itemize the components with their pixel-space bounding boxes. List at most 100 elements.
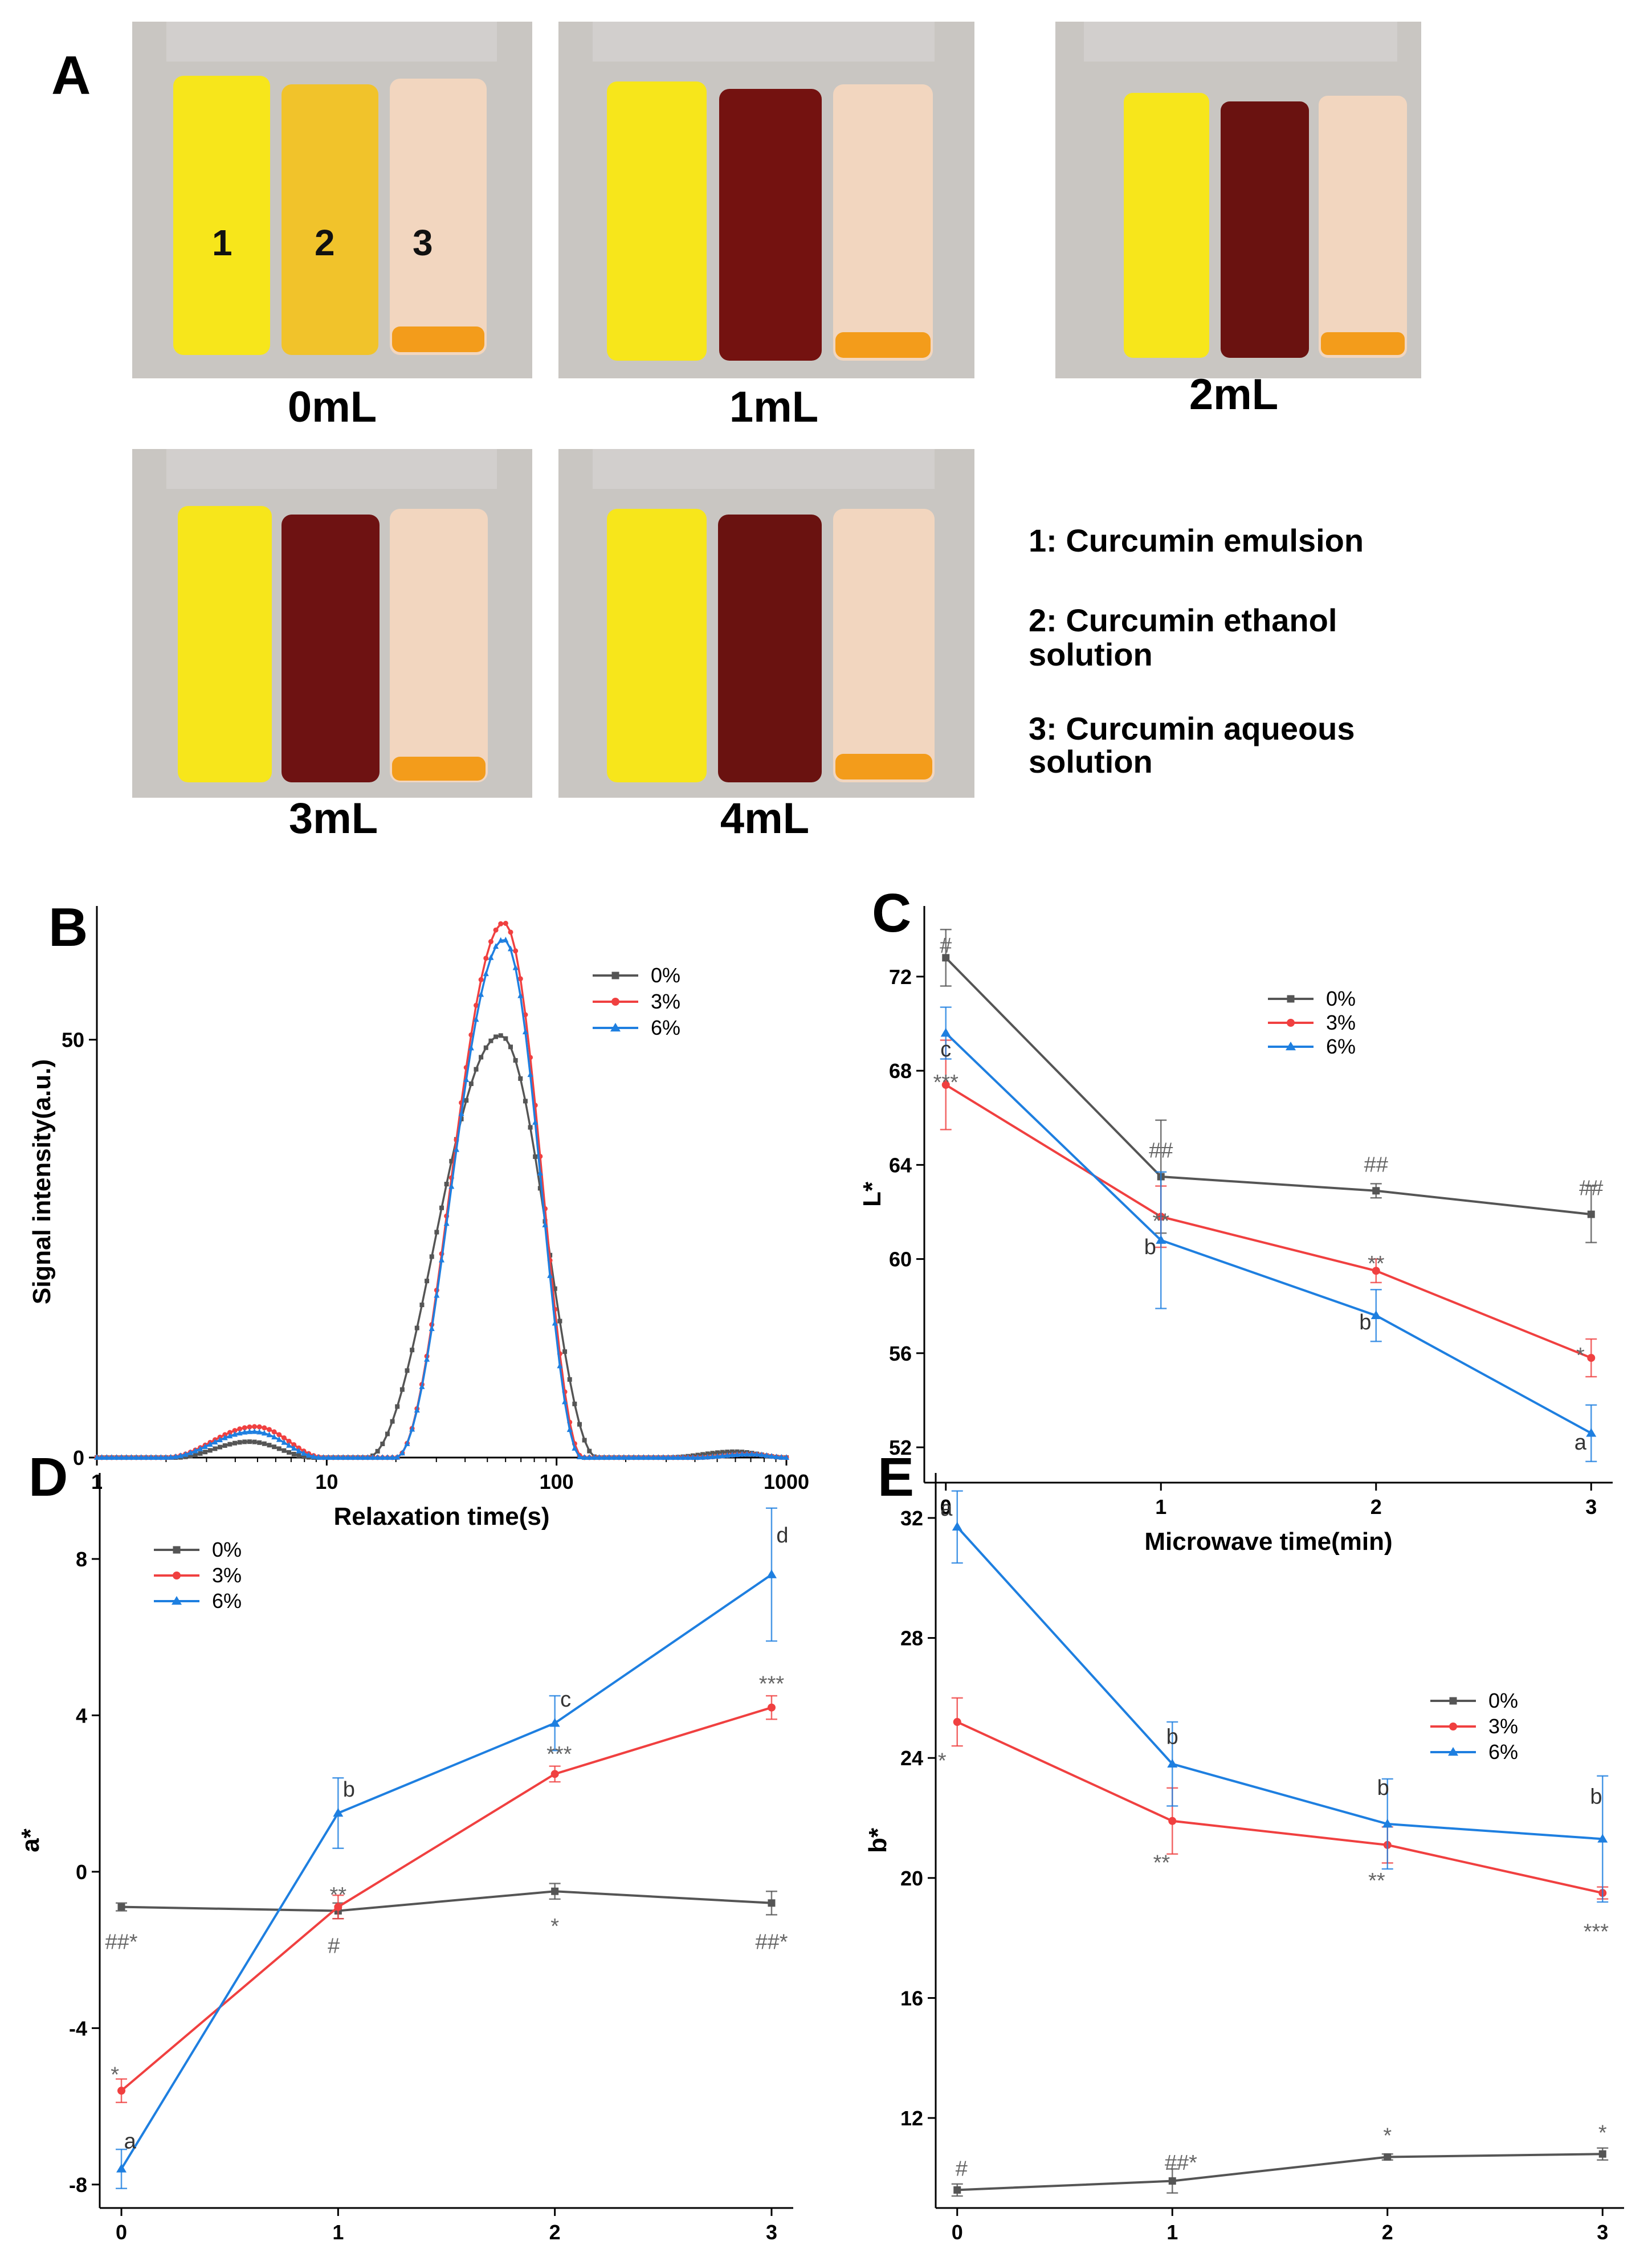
photo-0ml: 1 2 3	[132, 22, 532, 378]
series-line	[945, 1032, 1592, 1435]
data-point	[117, 1903, 125, 1911]
data-point	[729, 1451, 735, 1458]
data-point	[646, 1454, 651, 1460]
legend-label: 0%	[651, 964, 680, 987]
data-point	[385, 1431, 390, 1436]
data-point	[503, 921, 508, 926]
data-point	[474, 1067, 479, 1072]
legend-label: 3%	[651, 990, 680, 1013]
photo-2ml	[1055, 22, 1421, 378]
data-point	[198, 1451, 203, 1456]
data-point	[562, 1349, 568, 1354]
data-point	[941, 1080, 950, 1089]
series-3%	[940, 1039, 1597, 1378]
data-point	[394, 1454, 401, 1460]
sediment	[392, 757, 486, 781]
data-point	[606, 1454, 612, 1460]
significance-label: a	[1575, 1431, 1587, 1455]
y-tick-label: 16	[900, 1986, 923, 2010]
chart-c: 0 1 2 3 52 56 60 64 68 72 Microwave time(min) L* # c *…	[858, 906, 1613, 1556]
data-point	[409, 1426, 415, 1432]
significance-label: a	[940, 1497, 953, 1521]
data-point	[434, 1292, 440, 1298]
tube-2	[719, 89, 822, 361]
significance-label: **	[1368, 1252, 1385, 1276]
data-point	[94, 1454, 100, 1460]
data-point	[572, 1444, 578, 1451]
data-point	[744, 1451, 750, 1457]
data-point	[479, 1055, 484, 1060]
data-point	[345, 1454, 351, 1460]
significance-label: b	[1377, 1776, 1389, 1800]
series-0%	[116, 1883, 777, 1920]
data-point	[320, 1454, 327, 1460]
data-point	[488, 1038, 493, 1043]
data-point	[601, 1454, 607, 1460]
data-point	[262, 1441, 267, 1446]
tube-2	[282, 84, 378, 355]
data-point	[764, 1452, 770, 1458]
data-point	[360, 1454, 366, 1460]
data-point	[227, 1442, 232, 1447]
data-point	[355, 1454, 361, 1460]
tube-legend-3-cont: solution	[1029, 744, 1153, 779]
photo-4ml	[558, 449, 974, 798]
tube-3	[1319, 96, 1407, 358]
data-point	[232, 1440, 237, 1446]
data-point	[207, 1448, 213, 1453]
data-point	[473, 1016, 479, 1022]
data-point	[498, 1033, 503, 1038]
data-point	[148, 1454, 154, 1460]
x-tick-label: 0	[116, 2221, 127, 2244]
data-point	[242, 1439, 247, 1444]
data-point	[508, 945, 513, 952]
legend: 0% 3% 6%	[593, 964, 680, 1039]
y-tick-label: 50	[62, 1028, 84, 1052]
tube-3	[390, 509, 488, 782]
data-point	[242, 1428, 248, 1435]
data-point	[464, 1098, 469, 1103]
data-point	[685, 1454, 691, 1460]
data-point	[493, 1034, 499, 1039]
volume-label-3ml: 3mL	[289, 794, 378, 843]
data-point	[133, 1454, 140, 1460]
data-point	[380, 1442, 385, 1447]
data-point	[566, 1426, 573, 1432]
data-point	[577, 1453, 582, 1459]
data-point	[517, 976, 523, 982]
data-point	[242, 1425, 247, 1431]
data-point	[784, 1454, 789, 1460]
series-line	[97, 939, 787, 1459]
data-point	[335, 1454, 341, 1460]
data-point	[188, 1454, 193, 1459]
data-point	[399, 1450, 405, 1456]
data-point	[1598, 2150, 1606, 2158]
data-point	[704, 1454, 711, 1460]
data-point	[773, 1453, 780, 1459]
data-point	[287, 1450, 292, 1455]
data-point	[153, 1454, 159, 1460]
tube-1	[173, 76, 270, 355]
data-point	[768, 1899, 776, 1907]
significance-label: ***	[759, 1672, 785, 1696]
y-tick-label: 0	[76, 1860, 87, 1884]
data-point	[537, 1169, 543, 1176]
significance-label: ##*	[755, 1930, 788, 1954]
photo-3ml	[132, 449, 532, 798]
data-point	[458, 1110, 464, 1116]
data-point	[621, 1454, 627, 1460]
data-point	[247, 1424, 252, 1430]
y-tick-label: 0	[73, 1446, 84, 1470]
data-point	[1168, 1817, 1177, 1825]
data-point	[522, 1028, 528, 1035]
data-point	[419, 1383, 425, 1389]
tube-1	[1124, 93, 1209, 358]
data-point	[1586, 1428, 1597, 1437]
chart-e: 0123121620242832Microwave time(min)b*a*b…	[864, 1473, 1624, 2244]
y-axis-label: Signal intensity(a.u.)	[28, 1059, 56, 1304]
data-point	[483, 970, 489, 977]
tube-legend-3: 3: Curcumin aqueous	[1029, 711, 1355, 746]
legend-label: 3%	[212, 1564, 242, 1587]
data-point	[444, 1182, 449, 1187]
significance-label: *	[1383, 2124, 1392, 2148]
